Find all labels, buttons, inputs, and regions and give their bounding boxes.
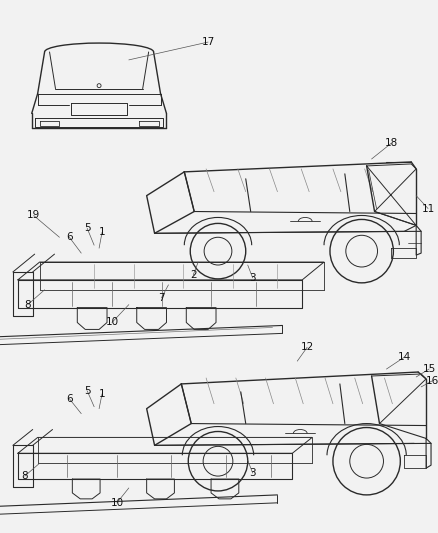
Text: 16: 16 [425,376,438,386]
Text: 5: 5 [84,223,91,233]
Text: 10: 10 [110,498,124,508]
Text: 10: 10 [106,318,119,327]
Text: 11: 11 [421,204,434,214]
Text: 5: 5 [84,386,91,396]
Text: 1: 1 [99,227,106,237]
Text: 6: 6 [66,232,73,243]
Text: 14: 14 [398,352,411,362]
Text: 8: 8 [21,471,28,481]
Text: 2: 2 [190,270,197,280]
Text: 6: 6 [66,394,73,404]
Text: 3: 3 [249,273,256,283]
Text: 8: 8 [25,300,31,310]
Text: 12: 12 [300,342,314,352]
Text: 19: 19 [27,211,40,221]
Text: 18: 18 [385,138,398,148]
Text: 7: 7 [158,293,165,303]
Text: 17: 17 [201,37,215,47]
Text: 15: 15 [422,364,436,374]
Text: 3: 3 [249,468,256,478]
Text: 1: 1 [99,389,106,399]
